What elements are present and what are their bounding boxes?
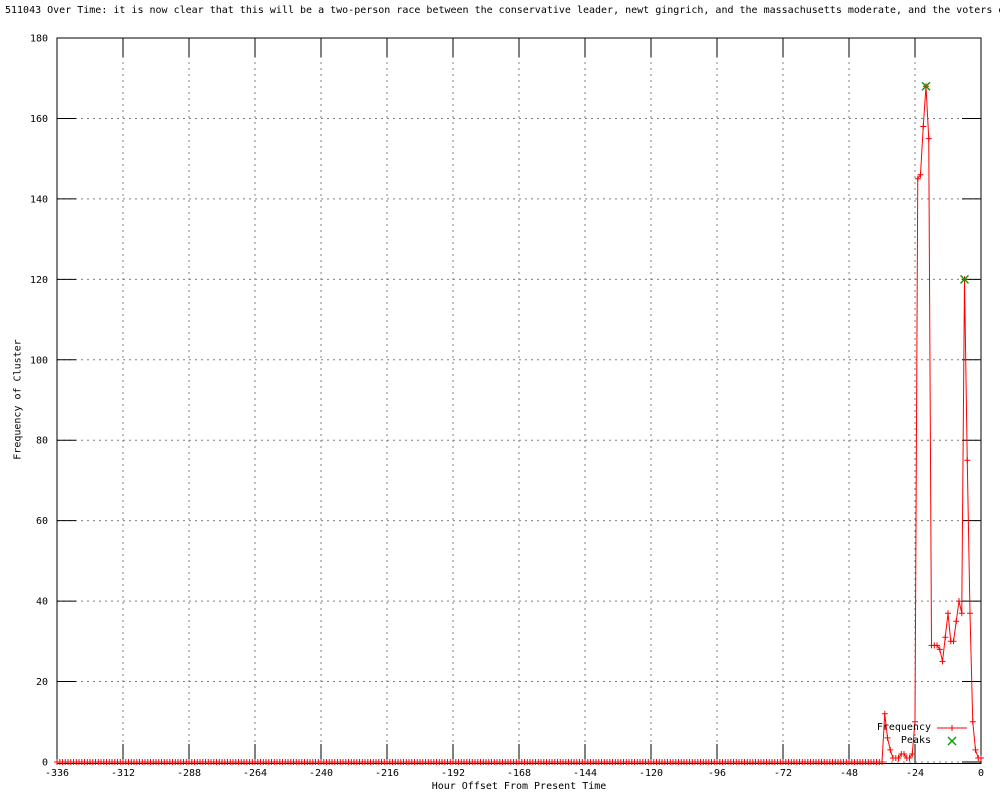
x-tick-label: -336: [45, 768, 69, 779]
legend-item-peaks: Peaks: [877, 734, 969, 747]
peak-marker: [921, 81, 931, 91]
y-tick-label: 20: [36, 677, 48, 688]
x-tick-label: -120: [639, 768, 663, 779]
frequency-series-markers: [54, 83, 984, 765]
x-tick-label: -192: [441, 768, 465, 779]
y-tick-label: 60: [36, 516, 48, 527]
peaks-marker-sample-icon: [947, 736, 957, 745]
legend-label-peaks: Peaks: [900, 734, 931, 746]
x-tick-label: -312: [111, 768, 135, 779]
x-tick-label: -144: [573, 768, 597, 779]
x-axis-label: Hour Offset From Present Time: [431, 781, 607, 792]
y-tick-label: 160: [30, 114, 48, 125]
legend-item-frequency: Frequency: [877, 721, 969, 734]
y-tick-label: 100: [30, 355, 48, 366]
chart-title: 511043 Over Time: it is now clear that t…: [5, 5, 1000, 16]
x-tick-label: 0: [978, 768, 984, 779]
frequency-series-line: [57, 86, 981, 763]
y-tick-label: 80: [36, 436, 48, 447]
x-tick-label: -264: [243, 768, 267, 779]
peak-marker: [960, 274, 969, 284]
legend-label-frequency: Frequency: [876, 721, 931, 733]
y-tick-label: 180: [30, 34, 48, 45]
y-tick-label: 140: [30, 194, 48, 205]
x-tick-label: -216: [375, 768, 399, 779]
y-tick-label: 0: [42, 758, 48, 769]
x-tick-label: -72: [774, 768, 792, 779]
frequency-line-sample-icon: [937, 724, 967, 731]
legend: Frequency Peaks: [877, 721, 969, 747]
x-tick-label: -48: [840, 768, 858, 779]
y-tick-label: 120: [30, 275, 48, 286]
x-tick-label: -24: [906, 768, 924, 779]
x-tick-label: -240: [309, 768, 333, 779]
x-tick-label: -288: [177, 768, 201, 779]
x-tick-label: -96: [708, 768, 726, 779]
x-tick-label: -168: [507, 768, 531, 779]
y-tick-label: 40: [36, 597, 48, 608]
